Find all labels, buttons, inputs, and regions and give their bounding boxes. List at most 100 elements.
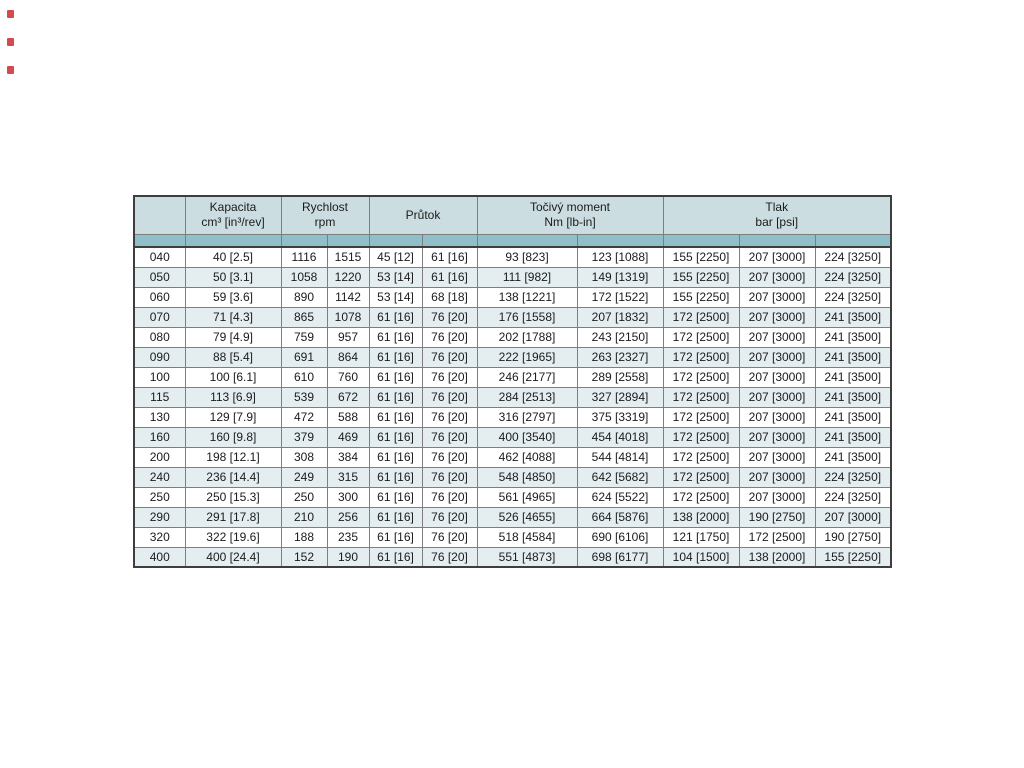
cell-torque-b: 149 [1319] bbox=[576, 266, 664, 288]
cell-flow-max: 76 [20] bbox=[421, 386, 478, 408]
cell-flow-min: 61 [16] bbox=[368, 366, 423, 388]
cell-pressure-a: 155 [2250] bbox=[662, 246, 740, 268]
cell-pressure-b: 207 [3000] bbox=[738, 306, 816, 328]
cell-model: 100 bbox=[133, 366, 186, 388]
table-row: 250 250 [15.3] 250 300 61 [16] 76 [20] 561 [49… bbox=[133, 486, 892, 508]
cell-flow-min: 61 [16] bbox=[368, 406, 423, 428]
cell-model: 040 bbox=[133, 246, 186, 268]
cell-speed-min: 308 bbox=[280, 446, 328, 468]
cell-pressure-b: 207 [3000] bbox=[738, 386, 816, 408]
red-mark bbox=[7, 10, 14, 18]
cell-speed-min: 210 bbox=[280, 506, 328, 528]
cell-torque-a: 222 [1965] bbox=[476, 346, 578, 368]
cell-pressure-c: 207 [3000] bbox=[814, 506, 892, 528]
cell-flow-max: 76 [20] bbox=[421, 526, 478, 548]
cell-speed-min: 250 bbox=[280, 486, 328, 508]
cell-capacity: 100 [6.1] bbox=[184, 366, 282, 388]
cell-speed-max: 190 bbox=[326, 546, 370, 568]
cell-model: 160 bbox=[133, 426, 186, 448]
cell-speed-max: 469 bbox=[326, 426, 370, 448]
cell-pressure-b: 207 [3000] bbox=[738, 246, 816, 268]
cell-flow-max: 61 [16] bbox=[421, 266, 478, 288]
cell-pressure-a: 172 [2500] bbox=[662, 366, 740, 388]
cell-speed-min: 1116 bbox=[280, 246, 328, 268]
cell-model: 200 bbox=[133, 446, 186, 468]
cell-pressure-b: 138 [2000] bbox=[738, 546, 816, 568]
cell-model: 250 bbox=[133, 486, 186, 508]
table-row: 040 40 [2.5] 1116 1515 45 [12] 61 [16] 93 [823… bbox=[133, 246, 892, 268]
cell-capacity: 71 [4.3] bbox=[184, 306, 282, 328]
cell-torque-b: 289 [2558] bbox=[576, 366, 664, 388]
cell-speed-max: 1078 bbox=[326, 306, 370, 328]
cell-pressure-c: 224 [3250] bbox=[814, 466, 892, 488]
table-row: 130 129 [7.9] 472 588 61 [16] 76 [20] 316 [279… bbox=[133, 406, 892, 428]
cell-pressure-a: 172 [2500] bbox=[662, 346, 740, 368]
cell-pressure-b: 207 [3000] bbox=[738, 266, 816, 288]
cell-torque-b: 207 [1832] bbox=[576, 306, 664, 328]
cell-speed-max: 864 bbox=[326, 346, 370, 368]
table-row: 115 113 [6.9] 539 672 61 [16] 76 [20] 284 [251… bbox=[133, 386, 892, 408]
cell-pressure-a: 172 [2500] bbox=[662, 406, 740, 428]
cell-torque-b: 263 [2327] bbox=[576, 346, 664, 368]
cell-pressure-b: 207 [3000] bbox=[738, 346, 816, 368]
cell-capacity: 40 [2.5] bbox=[184, 246, 282, 268]
cell-speed-min: 759 bbox=[280, 326, 328, 348]
cell-flow-max: 76 [20] bbox=[421, 466, 478, 488]
band-cell bbox=[662, 233, 740, 248]
cell-speed-max: 256 bbox=[326, 506, 370, 528]
cell-speed-min: 610 bbox=[280, 366, 328, 388]
cell-flow-min: 53 [14] bbox=[368, 286, 423, 308]
cell-capacity: 400 [24.4] bbox=[184, 546, 282, 568]
cell-model: 090 bbox=[133, 346, 186, 368]
cell-pressure-b: 207 [3000] bbox=[738, 466, 816, 488]
cell-speed-min: 379 bbox=[280, 426, 328, 448]
cell-capacity: 50 [3.1] bbox=[184, 266, 282, 288]
cell-torque-a: 176 [1558] bbox=[476, 306, 578, 328]
cell-pressure-a: 172 [2500] bbox=[662, 426, 740, 448]
cell-speed-max: 588 bbox=[326, 406, 370, 428]
cell-speed-max: 957 bbox=[326, 326, 370, 348]
cell-flow-max: 76 [20] bbox=[421, 306, 478, 328]
table-row: 160 160 [9.8] 379 469 61 [16] 76 [20] 400 [354… bbox=[133, 426, 892, 448]
cell-speed-max: 384 bbox=[326, 446, 370, 468]
cell-flow-max: 76 [20] bbox=[421, 546, 478, 568]
cell-torque-b: 624 [5522] bbox=[576, 486, 664, 508]
cell-model: 080 bbox=[133, 326, 186, 348]
cell-pressure-c: 241 [3500] bbox=[814, 346, 892, 368]
table-row: 100 100 [6.1] 610 760 61 [16] 76 [20] 246 [217… bbox=[133, 366, 892, 388]
table-band-row bbox=[133, 233, 892, 248]
cell-torque-a: 551 [4873] bbox=[476, 546, 578, 568]
band-cell bbox=[280, 233, 328, 248]
cell-flow-max: 76 [20] bbox=[421, 406, 478, 428]
header-capacity-title: Kapacita bbox=[209, 200, 257, 215]
cell-torque-a: 316 [2797] bbox=[476, 406, 578, 428]
cell-capacity: 160 [9.8] bbox=[184, 426, 282, 448]
table-row: 290 291 [17.8] 210 256 61 [16] 76 [20] 526 [46… bbox=[133, 506, 892, 528]
header-speed: Rychlost rpm bbox=[280, 195, 370, 235]
cell-flow-min: 61 [16] bbox=[368, 426, 423, 448]
cell-pressure-c: 241 [3500] bbox=[814, 306, 892, 328]
header-capacity: Kapacita cm³ [in³/rev] bbox=[184, 195, 282, 235]
cell-torque-a: 561 [4965] bbox=[476, 486, 578, 508]
cell-torque-b: 642 [5682] bbox=[576, 466, 664, 488]
cell-pressure-c: 224 [3250] bbox=[814, 286, 892, 308]
cell-flow-min: 61 [16] bbox=[368, 326, 423, 348]
header-flow: Průtok bbox=[368, 195, 478, 235]
cell-model: 070 bbox=[133, 306, 186, 328]
cell-pressure-a: 172 [2500] bbox=[662, 446, 740, 468]
cell-torque-a: 138 [1221] bbox=[476, 286, 578, 308]
cell-speed-max: 300 bbox=[326, 486, 370, 508]
table-row: 080 79 [4.9] 759 957 61 [16] 76 [20] 202 [1788… bbox=[133, 326, 892, 348]
cell-capacity: 236 [14.4] bbox=[184, 466, 282, 488]
cell-pressure-b: 172 [2500] bbox=[738, 526, 816, 548]
cell-speed-max: 1220 bbox=[326, 266, 370, 288]
cell-flow-max: 76 [20] bbox=[421, 346, 478, 368]
header-pressure: Tlak bar [psi] bbox=[662, 195, 892, 235]
cell-speed-min: 188 bbox=[280, 526, 328, 548]
cell-model: 060 bbox=[133, 286, 186, 308]
cell-flow-max: 76 [20] bbox=[421, 446, 478, 468]
cell-pressure-c: 241 [3500] bbox=[814, 326, 892, 348]
cell-torque-b: 172 [1522] bbox=[576, 286, 664, 308]
band-cell bbox=[814, 233, 892, 248]
cell-flow-min: 61 [16] bbox=[368, 466, 423, 488]
